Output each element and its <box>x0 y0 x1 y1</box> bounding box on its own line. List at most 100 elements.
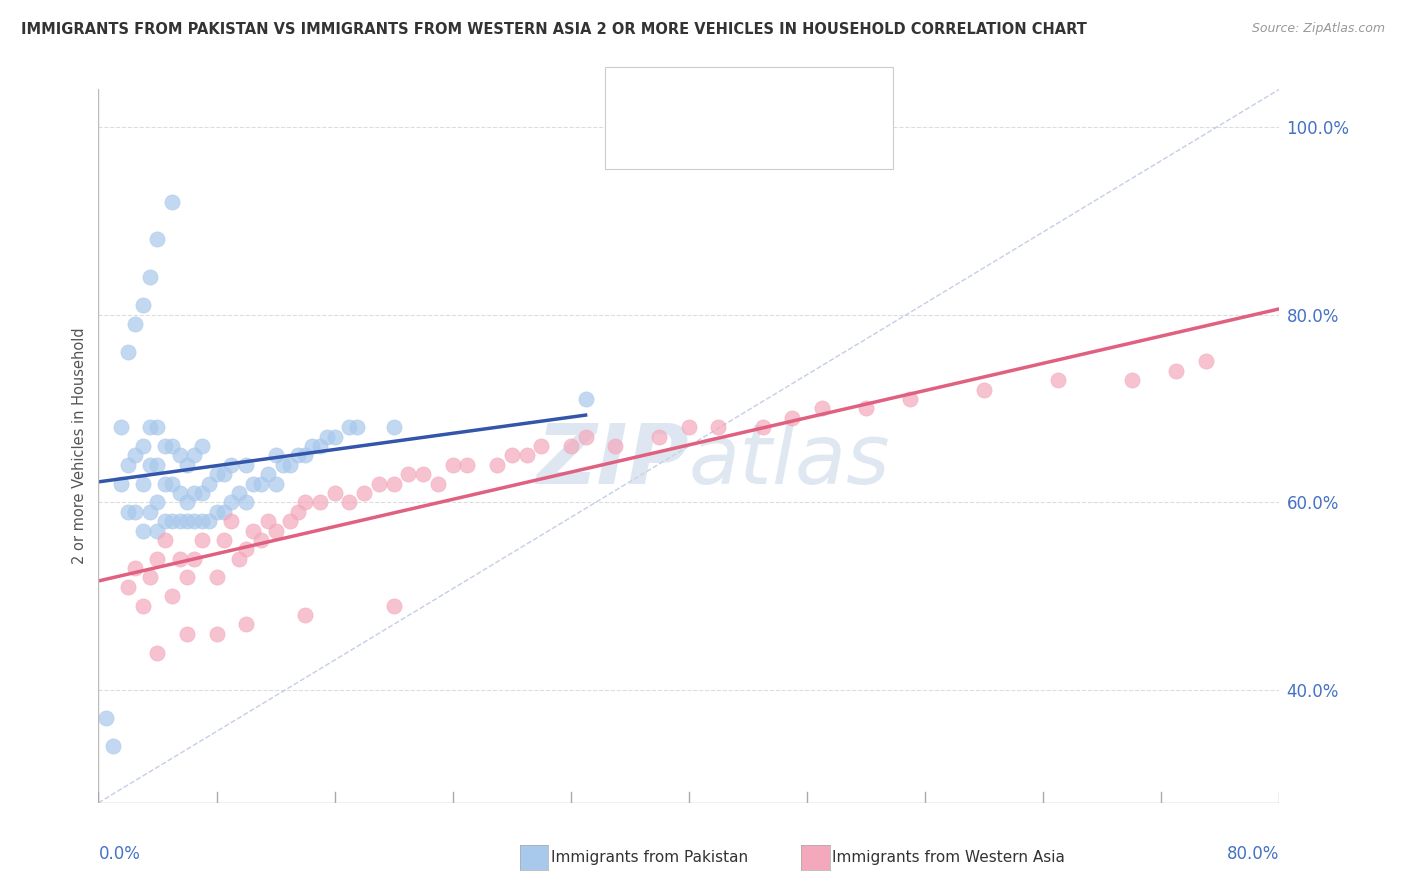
Point <box>1195 354 1218 368</box>
Point <box>323 486 346 500</box>
Point <box>219 495 242 509</box>
Point <box>456 458 478 472</box>
Point <box>294 449 316 463</box>
Text: 80.0%: 80.0% <box>1227 845 1279 863</box>
Point <box>250 476 273 491</box>
Point <box>271 458 294 472</box>
Point <box>605 439 627 453</box>
Point <box>515 449 537 463</box>
Point <box>501 449 523 463</box>
Point <box>782 410 804 425</box>
Point <box>146 232 169 246</box>
Point <box>205 570 228 584</box>
Point <box>339 420 360 434</box>
Point <box>396 467 419 482</box>
Point <box>235 542 257 557</box>
Point <box>191 514 214 528</box>
Point <box>316 429 339 443</box>
Point <box>751 420 773 434</box>
Point <box>264 524 287 538</box>
Text: ZIP: ZIP <box>536 420 689 500</box>
Point <box>183 449 205 463</box>
Point <box>219 514 242 528</box>
Point <box>353 486 375 500</box>
Point <box>1046 373 1069 387</box>
Point <box>530 439 553 453</box>
Point <box>139 570 162 584</box>
Point <box>124 505 146 519</box>
Point <box>176 570 198 584</box>
Point <box>973 383 995 397</box>
Point <box>278 458 302 472</box>
Point <box>94 711 117 725</box>
Point <box>117 505 139 519</box>
Point <box>212 533 235 547</box>
Point <box>574 392 596 406</box>
Point <box>153 439 176 453</box>
Point <box>235 617 257 632</box>
Text: Immigrants from Western Asia: Immigrants from Western Asia <box>832 850 1066 864</box>
Point <box>169 514 191 528</box>
Point <box>212 505 235 519</box>
Point <box>382 476 405 491</box>
Point <box>242 524 264 538</box>
Point <box>294 607 316 622</box>
Point <box>198 514 221 528</box>
Point <box>132 298 155 312</box>
Point <box>560 439 582 453</box>
Point <box>198 476 221 491</box>
Point <box>412 467 434 482</box>
Point <box>1164 364 1187 378</box>
Point <box>176 627 198 641</box>
Point <box>110 476 132 491</box>
Point <box>648 429 671 443</box>
Point <box>441 458 464 472</box>
Point <box>235 458 257 472</box>
Point <box>212 467 235 482</box>
Point <box>146 646 169 660</box>
Point <box>132 476 155 491</box>
Point <box>382 599 405 613</box>
Point <box>176 495 198 509</box>
Point <box>287 505 309 519</box>
Text: 0.0%: 0.0% <box>98 845 141 863</box>
Point <box>176 458 198 472</box>
Point <box>176 514 198 528</box>
Point <box>183 486 205 500</box>
Point <box>242 476 264 491</box>
Point <box>183 514 205 528</box>
Point <box>146 420 169 434</box>
Point <box>153 514 176 528</box>
Y-axis label: 2 or more Vehicles in Household: 2 or more Vehicles in Household <box>72 327 87 565</box>
Point <box>146 495 169 509</box>
Point <box>855 401 877 416</box>
Point <box>117 345 139 359</box>
Text: N = 70: N = 70 <box>773 81 837 99</box>
Point <box>117 458 139 472</box>
Point <box>117 580 139 594</box>
Point <box>250 533 273 547</box>
Point <box>139 420 162 434</box>
Point <box>707 420 730 434</box>
Point <box>309 439 332 453</box>
Point <box>146 524 169 538</box>
Point <box>257 467 280 482</box>
Point <box>124 561 146 575</box>
Point <box>153 476 176 491</box>
Point <box>301 439 323 453</box>
Point <box>139 270 162 285</box>
Point <box>382 420 405 434</box>
Point <box>278 514 302 528</box>
Point <box>162 439 183 453</box>
Point <box>574 429 596 443</box>
Point <box>339 495 360 509</box>
Point <box>191 486 214 500</box>
Point <box>191 439 214 453</box>
Point <box>132 439 155 453</box>
Point <box>264 449 287 463</box>
Point <box>162 589 183 603</box>
Point <box>169 449 191 463</box>
Text: atlas: atlas <box>689 420 890 500</box>
Point <box>124 449 146 463</box>
Text: R = 0.338: R = 0.338 <box>661 125 751 143</box>
